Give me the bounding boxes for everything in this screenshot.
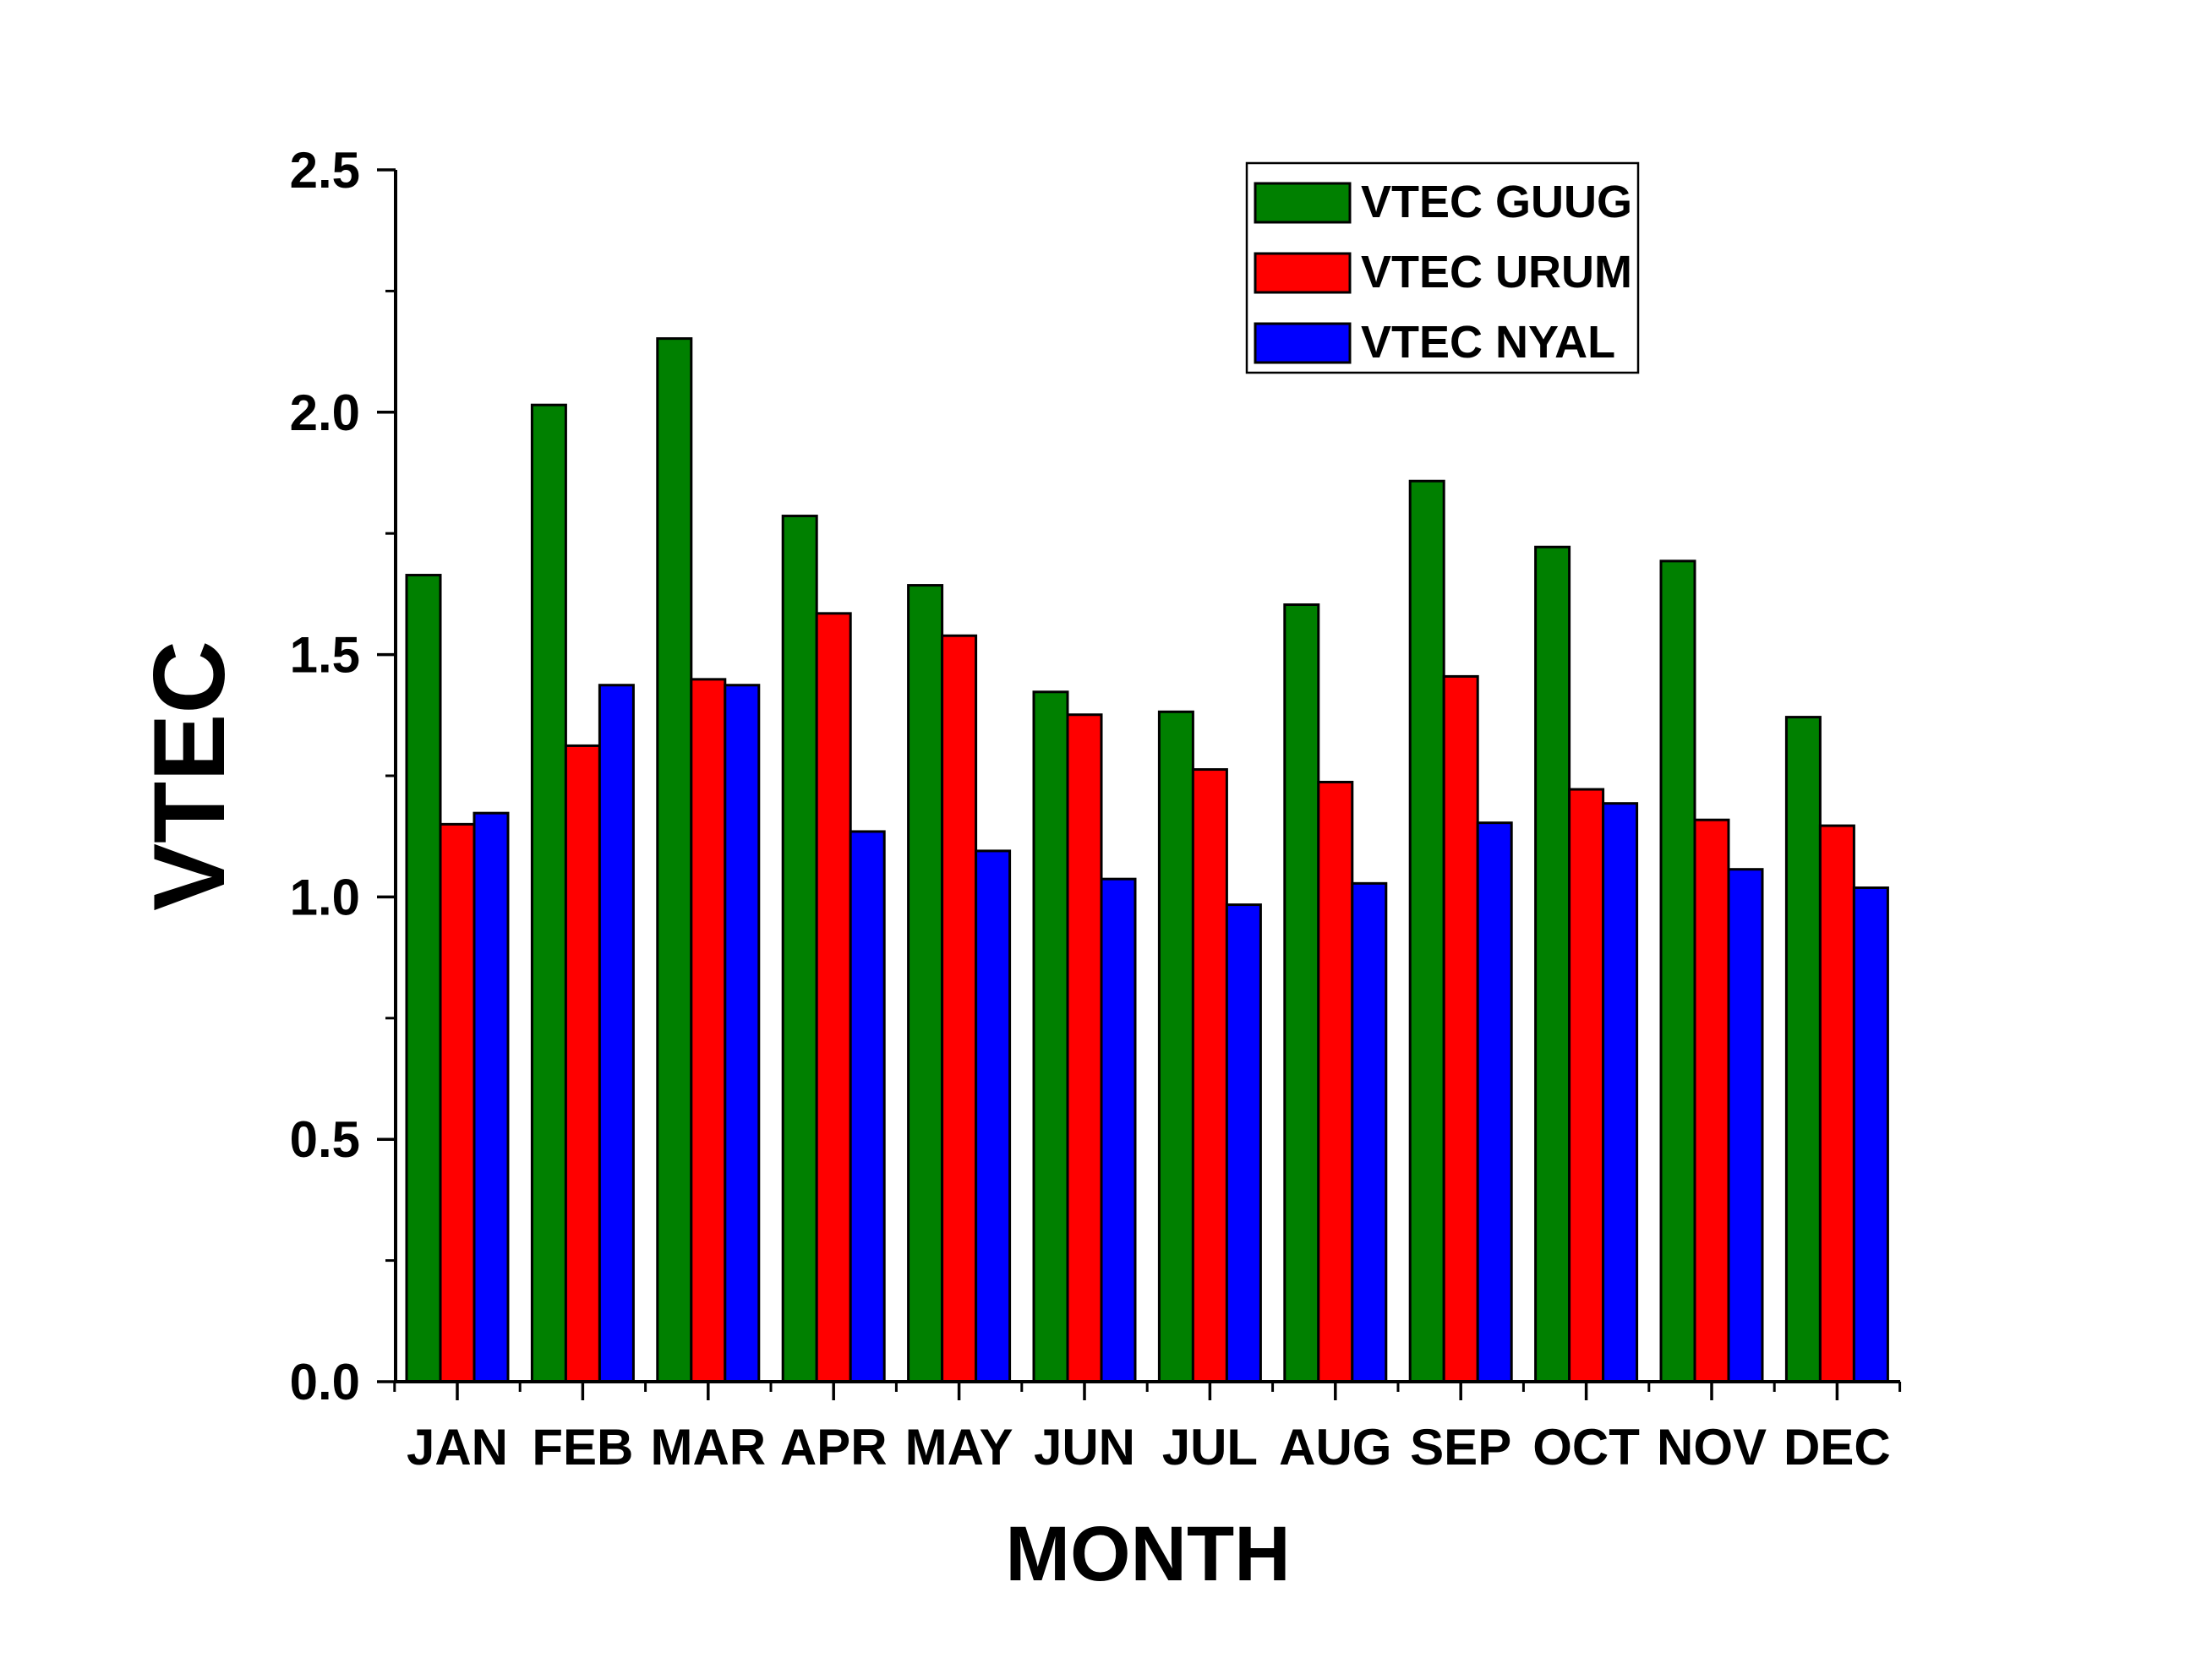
bar-vtec-urum-mar <box>690 678 727 1383</box>
bar-vtec-urum-aug <box>1317 780 1354 1383</box>
x-tick-label: APR <box>780 1419 888 1475</box>
x-tick-label: NOV <box>1657 1419 1767 1475</box>
bar-vtec-guug-jul <box>1157 710 1194 1383</box>
x-tick-label: OCT <box>1532 1419 1640 1475</box>
bar-vtec-urum-feb <box>564 744 601 1383</box>
bar-vtec-nyal-sep <box>1476 821 1513 1383</box>
x-tick-label: FEB <box>532 1419 633 1475</box>
bar-vtec-urum-jan <box>439 822 476 1383</box>
legend-label: VTEC URUM <box>1361 247 1632 297</box>
y-tick-label: 1.5 <box>290 627 360 684</box>
legend-swatch-vtec-guug <box>1254 182 1352 224</box>
bar-vtec-nyal-feb <box>598 684 635 1383</box>
bar-vtec-urum-may <box>941 634 978 1383</box>
y-axis-title: VTEC <box>133 641 246 911</box>
y-tick-label: 1.0 <box>290 869 360 925</box>
bar-vtec-guug-sep <box>1408 479 1445 1383</box>
x-tick-label: JUN <box>1034 1419 1135 1475</box>
bar-vtec-nyal-jul <box>1225 903 1262 1383</box>
bar-vtec-guug-jun <box>1032 690 1069 1383</box>
bar-vtec-urum-dec <box>1818 824 1855 1383</box>
x-tick-label: JAN <box>407 1419 508 1475</box>
y-tick-label: 2.5 <box>290 142 360 199</box>
bar-vtec-guug-jan <box>405 574 442 1383</box>
bar-vtec-nyal-jun <box>1100 877 1137 1383</box>
bar-vtec-nyal-jan <box>473 811 510 1383</box>
axes-layer: JAN FEB MAR APR MAY JUN JUL AUG SEP OCT NOV DEC 0.0 0… <box>290 142 1902 1475</box>
x-tick-label: MAR <box>650 1419 766 1475</box>
x-tick-label: DEC <box>1784 1419 1891 1475</box>
x-tick-label: SEP <box>1410 1419 1511 1475</box>
bar-vtec-nyal-nov <box>1727 868 1764 1383</box>
y-tick-label: 2.0 <box>290 385 360 441</box>
bar-vtec-guug-dec <box>1784 716 1822 1383</box>
bar-vtec-urum-jun <box>1066 713 1103 1383</box>
bar-vtec-urum-apr <box>815 612 852 1383</box>
bar-vtec-nyal-aug <box>1351 881 1388 1383</box>
bar-vtec-urum-jul <box>1191 768 1228 1383</box>
x-axis-title: MONTH <box>1005 1511 1290 1597</box>
bar-vtec-nyal-oct <box>1602 802 1639 1383</box>
bar-vtec-nyal-may <box>975 849 1012 1383</box>
bar-vtec-guug-aug <box>1283 603 1320 1383</box>
bar-vtec-guug-nov <box>1659 559 1696 1383</box>
x-tick-label: AUG <box>1279 1419 1391 1475</box>
x-tick-label: MAY <box>905 1419 1013 1475</box>
legend-swatch-vtec-urum <box>1254 252 1352 294</box>
bar-vtec-guug-may <box>907 584 944 1383</box>
bar-vtec-urum-oct <box>1568 788 1605 1383</box>
bar-vtec-guug-oct <box>1534 545 1571 1383</box>
bar-vtec-nyal-dec <box>1852 886 1889 1383</box>
bar-vtec-guug-apr <box>781 515 818 1383</box>
legend-swatch-vtec-nyal <box>1254 322 1352 364</box>
legend: VTEC GUUG VTEC URUM VTEC NYAL <box>1245 161 1640 374</box>
bar-vtec-nyal-mar <box>724 684 761 1383</box>
legend-label: VTEC NYAL <box>1361 317 1615 368</box>
bar-vtec-guug-feb <box>530 403 567 1383</box>
bars-layer <box>405 337 1889 1383</box>
bar-vtec-nyal-apr <box>849 830 886 1383</box>
x-tick-label: JUL <box>1162 1419 1258 1475</box>
bar-vtec-urum-sep <box>1442 674 1479 1383</box>
bar-vtec-guug-mar <box>656 337 693 1383</box>
y-tick-label: 0.0 <box>290 1354 360 1410</box>
legend-label: VTEC GUUG <box>1361 177 1632 227</box>
y-tick-label: 0.5 <box>290 1111 360 1168</box>
bar-vtec-urum-nov <box>1693 818 1730 1383</box>
